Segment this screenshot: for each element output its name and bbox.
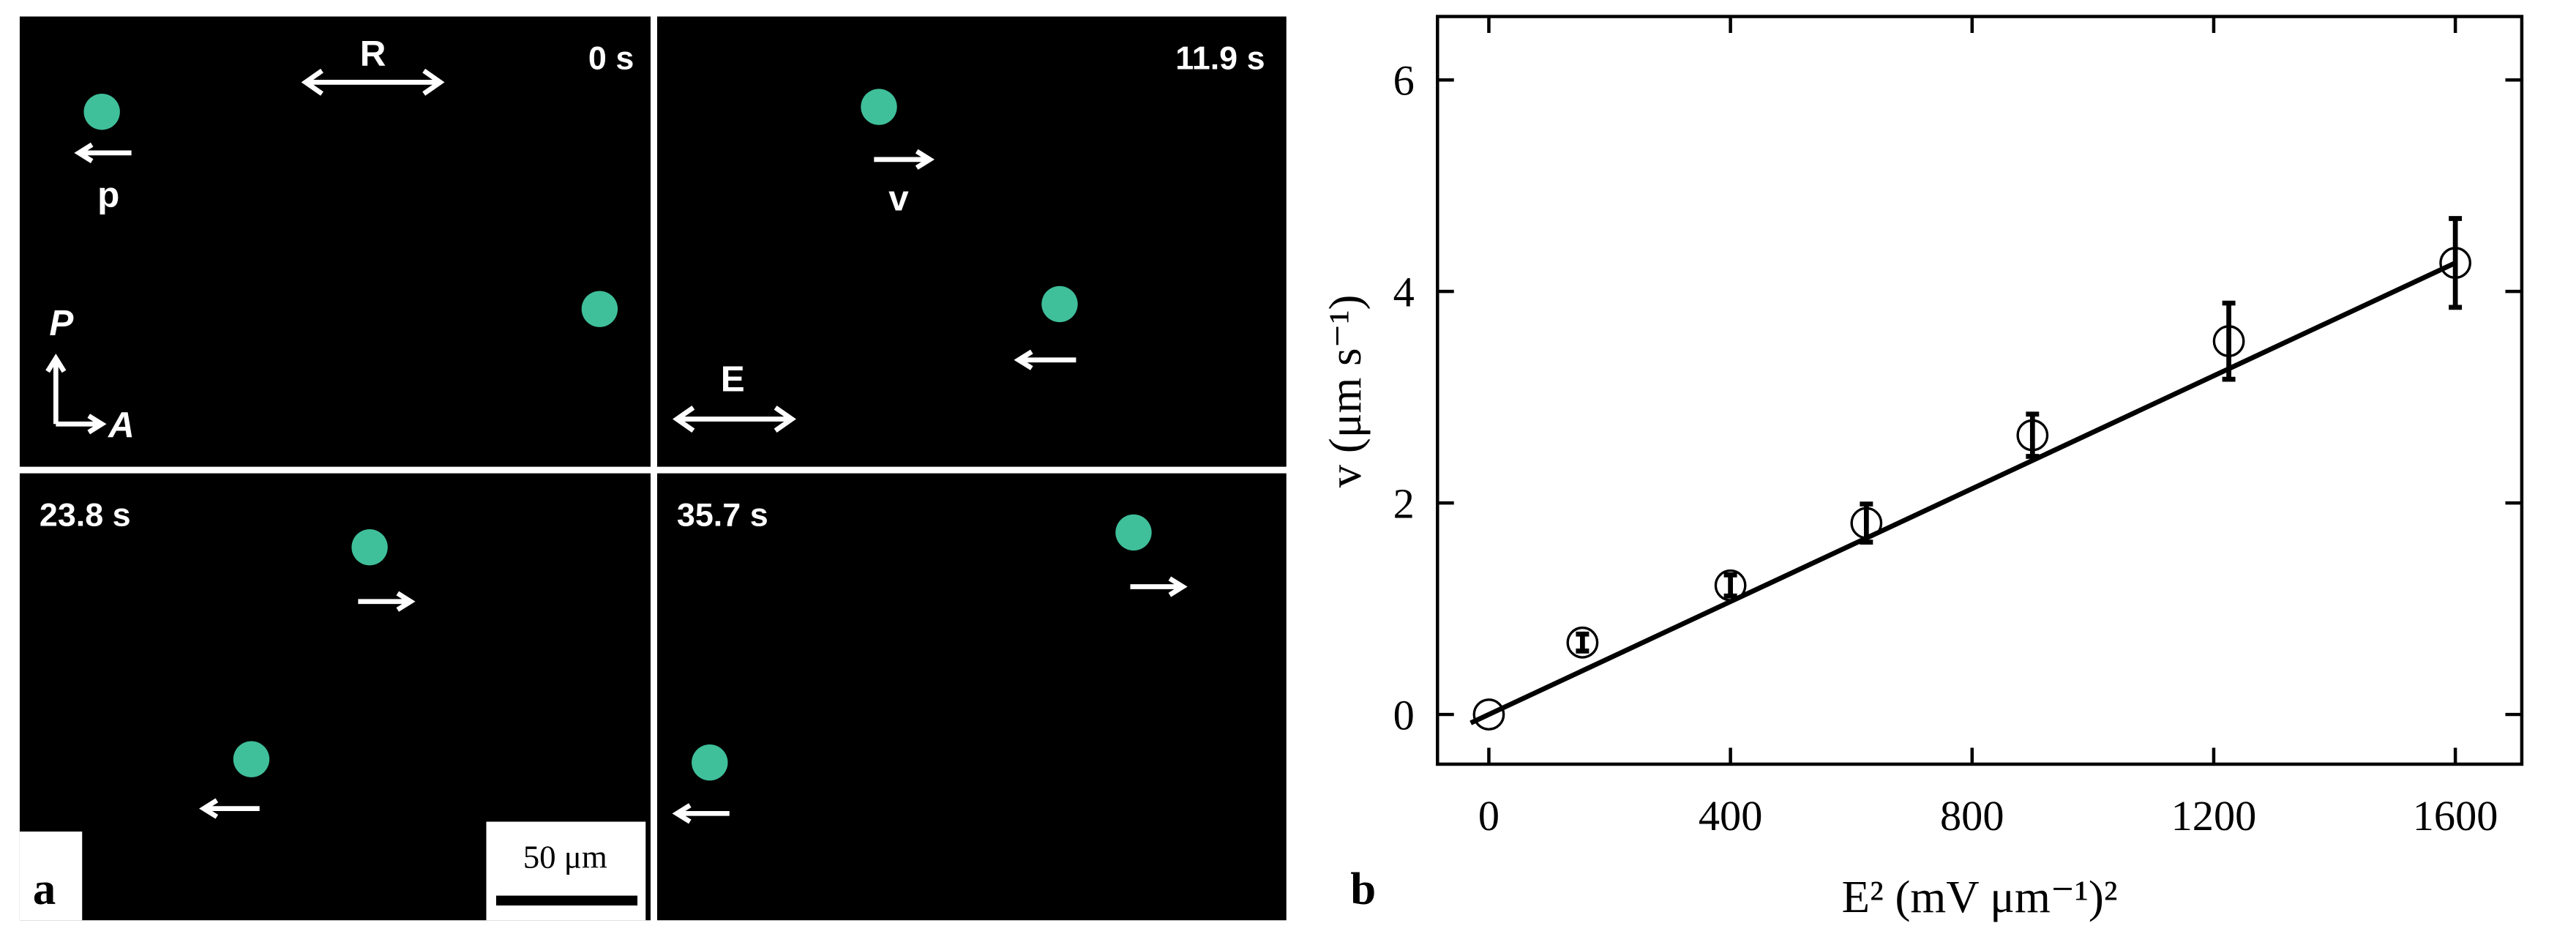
x-tick-label: 1200 — [2171, 792, 2257, 840]
error-bar — [2222, 300, 2236, 382]
analyzer-label: A — [107, 405, 135, 445]
particles — [83, 89, 1152, 781]
axes-arrows — [45, 354, 107, 435]
frame-image — [656, 16, 1287, 467]
panel-a: R 0 s 11.9 s 23.8 s 35.7 s p v E P A 50 … — [19, 16, 1287, 921]
arrow — [358, 591, 416, 612]
polarization-label: p — [97, 175, 119, 215]
scale-bar — [495, 895, 638, 906]
x-tick-label: 0 — [1478, 792, 1499, 840]
y-tick-label: 0 — [1393, 691, 1415, 739]
error-bar — [2449, 216, 2463, 310]
panel-label: b — [1350, 863, 1376, 914]
arrow — [672, 803, 730, 824]
arrow — [1014, 349, 1077, 370]
y-axis-label: v (μm s⁻¹) — [1319, 295, 1371, 488]
frame-time: 11.9 s — [1175, 39, 1265, 76]
frame-time: 0 s — [588, 39, 634, 76]
label-box — [19, 832, 83, 921]
x-axis-label: E² (mV μm⁻¹)² — [1842, 871, 2118, 922]
fit-line — [1469, 261, 2457, 725]
frame-image — [19, 16, 651, 467]
particle — [692, 744, 728, 781]
data-point — [2212, 325, 2245, 357]
data-point — [2016, 419, 2049, 452]
error-bar — [1576, 631, 1590, 654]
field-label: E — [721, 359, 745, 399]
particle — [233, 741, 270, 777]
error-bar — [1860, 501, 1873, 545]
x-tick-label: 400 — [1699, 792, 1763, 840]
particle — [1115, 514, 1152, 551]
panel-label: a — [33, 863, 56, 914]
x-tick-label: 800 — [1940, 792, 2004, 840]
particle — [861, 89, 897, 125]
polarizer-label: P — [49, 303, 73, 343]
particle — [351, 528, 388, 566]
frame-time: 23.8 s — [40, 496, 131, 533]
arrow — [874, 149, 935, 170]
frame-image — [656, 473, 1287, 921]
data-point — [1850, 507, 1883, 539]
arrow — [673, 406, 796, 433]
error-bar — [1723, 572, 1737, 599]
scale-label: 50 μm — [523, 838, 607, 875]
arrow — [301, 68, 445, 96]
velocity-label: v — [888, 178, 909, 218]
panel-b: b E² (mV μm⁻¹)² v (μm s⁻¹) 0 400 800 1200 16… — [1319, 15, 2524, 922]
arrows — [45, 68, 1188, 824]
plot-frame — [1436, 15, 2524, 766]
frame-time: 35.7 s — [677, 496, 768, 533]
particle — [1041, 285, 1078, 323]
rubbing-label: R — [360, 34, 386, 74]
x-tick-label: 1600 — [2413, 792, 2498, 840]
particle — [83, 94, 120, 130]
data-point — [1472, 698, 1505, 731]
data-point — [1566, 626, 1599, 659]
data-point — [2439, 247, 2472, 280]
arrow — [74, 142, 132, 163]
y-tick-label: 2 — [1393, 479, 1415, 527]
y-tick-label: 4 — [1393, 268, 1415, 315]
particle — [581, 291, 618, 327]
y-tick-label: 6 — [1393, 56, 1415, 104]
arrow — [1130, 576, 1188, 597]
data-point — [1714, 569, 1747, 602]
arrow — [199, 798, 260, 819]
